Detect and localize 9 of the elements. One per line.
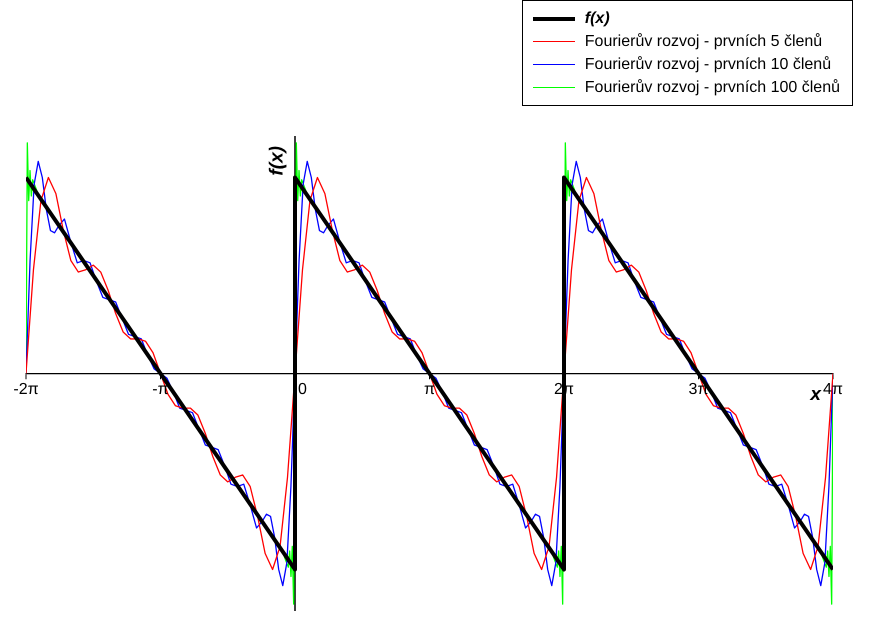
x-tick-label: π [424,380,436,398]
x-tick-label: -2π [13,380,39,398]
legend-label: f(x) [584,9,610,29]
y-axis-title: f(x) [266,146,288,176]
x-tick-label: 0 [298,380,307,398]
legend-label: Fourierův rozvoj - prvních 10 členů [584,55,832,75]
legend-label: Fourierův rozvoj - prvních 5 členů [584,32,822,52]
x-axis-title: x [809,384,822,406]
legend-label: Fourierův rozvoj - prvních 100 členů [584,78,840,98]
